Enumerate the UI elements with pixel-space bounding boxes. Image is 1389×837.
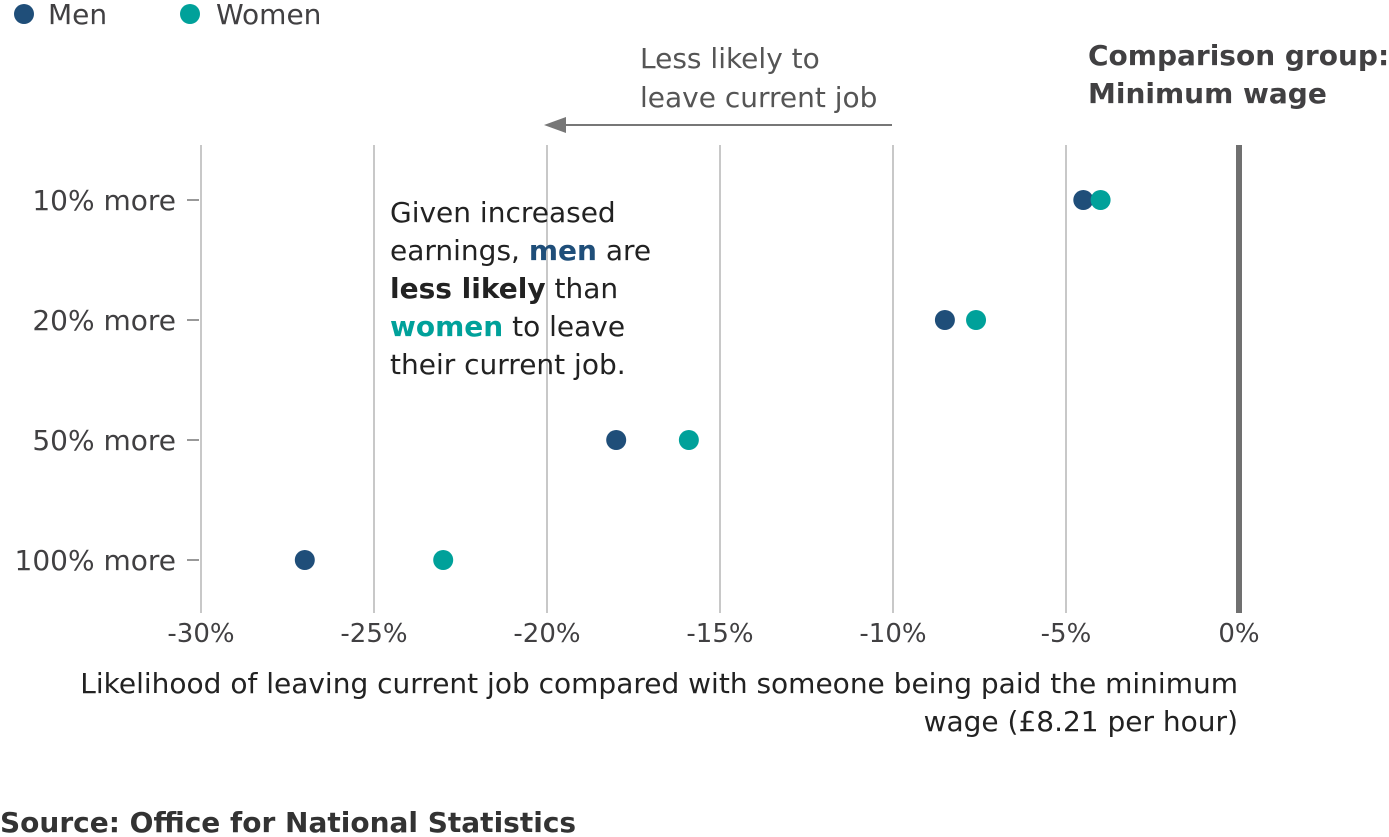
- comparison-line1: Comparison group:: [1088, 39, 1389, 72]
- category-labels: 10% more 20% more 50% more 100% more: [15, 184, 176, 577]
- data-point-men: [934, 310, 955, 330]
- category-ticks: [187, 199, 199, 561]
- callout-line1: Given increased: [390, 196, 616, 229]
- callout-line2: earnings, men are: [390, 234, 651, 267]
- callout-line3-b: than: [546, 272, 619, 305]
- data-point-women: [678, 430, 699, 450]
- x-tick-label: -5%: [1041, 619, 1092, 649]
- direction-annotation: Less likely to leave current job: [544, 42, 892, 133]
- callout-men: men: [529, 234, 597, 267]
- data-point-men: [294, 550, 315, 570]
- legend: Men Women: [14, 0, 321, 31]
- legend-marker-women: [180, 4, 200, 24]
- data-point-men: [606, 430, 627, 450]
- arrow-label-line1: Less likely to: [640, 42, 820, 75]
- callout-annotation: Given increased earnings, men are less l…: [390, 196, 651, 381]
- x-tick-label: -25%: [340, 619, 407, 649]
- arrow-label-line2: leave current job: [640, 81, 877, 114]
- callout-line5: their current job.: [390, 348, 626, 381]
- x-axis-title-line2: wage (£8.21 per hour): [924, 705, 1238, 738]
- x-tick-label: -15%: [686, 619, 753, 649]
- x-axis-title-line1: Likelihood of leaving current job compar…: [80, 667, 1238, 700]
- legend-marker-men: [14, 4, 34, 24]
- callout-line4-b: to leave: [503, 310, 625, 343]
- left-arrow-head: [544, 117, 566, 133]
- callout-line2-a: earnings,: [390, 234, 529, 267]
- data-points: [294, 190, 1111, 570]
- x-tick-label: -10%: [859, 619, 926, 649]
- legend-label-men: Men: [48, 0, 107, 31]
- callout-women: women: [390, 310, 503, 343]
- x-tick-label: 0%: [1218, 619, 1259, 649]
- comparison-group-label: Comparison group: Minimum wage: [1088, 39, 1389, 110]
- callout-line4: women to leave: [390, 310, 625, 343]
- data-point-men: [1073, 190, 1094, 210]
- callout-line3: less likely than: [390, 272, 618, 305]
- data-point-women: [966, 310, 987, 330]
- legend-label-women: Women: [216, 0, 321, 31]
- x-tick-label: -20%: [513, 619, 580, 649]
- callout-less-likely: less likely: [390, 272, 546, 305]
- callout-line2-c: are: [597, 234, 651, 267]
- category-label: 100% more: [15, 544, 176, 577]
- comparison-line2: Minimum wage: [1088, 77, 1327, 110]
- data-point-women: [433, 550, 454, 570]
- category-label: 20% more: [32, 304, 176, 337]
- gridlines: [200, 145, 1242, 613]
- source-note: Source: Office for National Statistics: [0, 806, 576, 837]
- data-point-women: [1090, 190, 1111, 210]
- x-tick-label: -30%: [167, 619, 234, 649]
- category-label: 10% more: [32, 184, 176, 217]
- category-label: 50% more: [32, 424, 176, 457]
- x-tick-labels: -30% -25% -20% -15% -10% -5% 0%: [167, 619, 1259, 649]
